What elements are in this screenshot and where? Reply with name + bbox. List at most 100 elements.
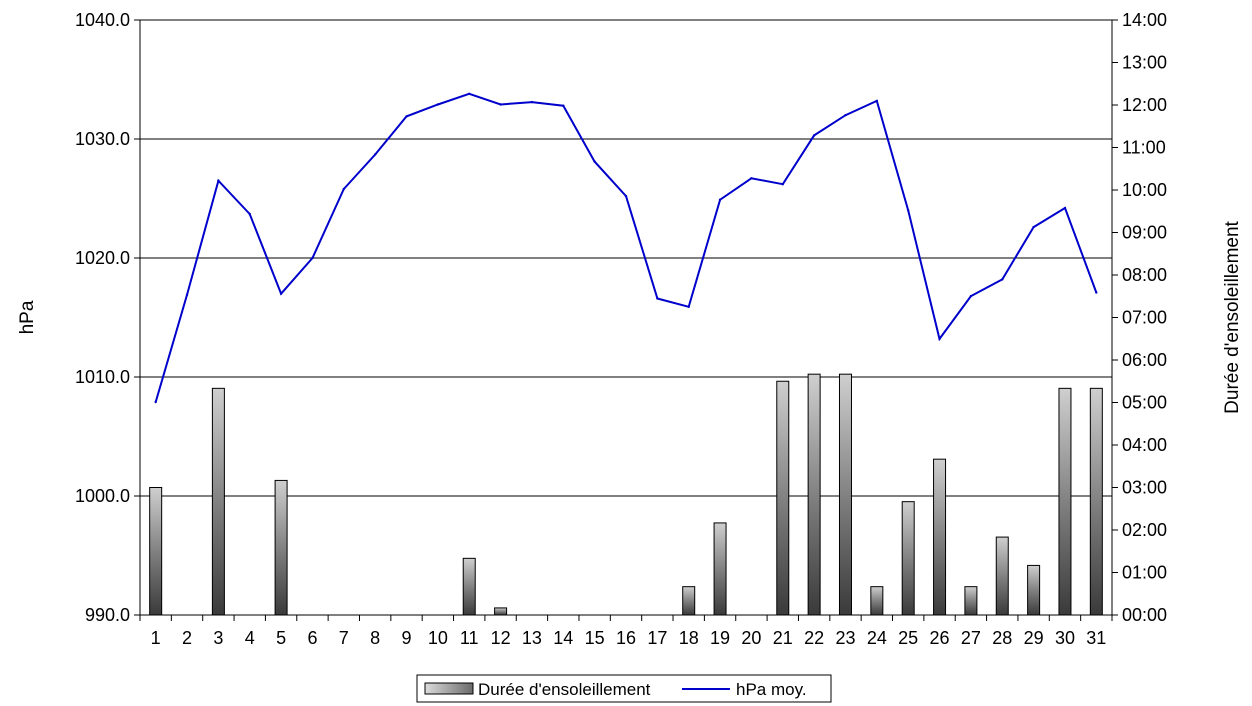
pressure-point-day-26	[938, 337, 941, 341]
bar-day-27	[964, 586, 978, 616]
pressure-point-day-31	[1095, 291, 1098, 294]
x-tick-label: 21	[773, 628, 793, 648]
x-tick-label: 1	[151, 628, 161, 648]
right-axis-title: Durée d'ensoleillement	[1222, 220, 1243, 413]
x-tick-label: 3	[213, 628, 223, 648]
x-tick-label: 5	[276, 628, 286, 648]
bar-day-25	[901, 501, 915, 616]
pressure-point-day-29	[1032, 225, 1035, 229]
bar-day-24	[870, 586, 884, 616]
line-layer	[154, 92, 1098, 404]
bar-day-3	[211, 387, 225, 616]
pressure-point-day-17	[656, 297, 659, 300]
x-tick-label: 30	[1055, 628, 1075, 648]
bar-day-12	[494, 607, 508, 616]
x-tick-label: 9	[402, 628, 412, 648]
bar-layer	[149, 373, 1103, 616]
x-tick-label: 15	[585, 628, 605, 648]
bar-day-26	[933, 458, 947, 616]
left-tick-label: 990.0	[85, 605, 130, 625]
pressure-point-day-18	[687, 305, 690, 308]
x-tick-label: 19	[710, 628, 730, 648]
pressure-point-day-7	[342, 187, 346, 191]
x-tick-label: 2	[182, 628, 192, 648]
pressure-point-day-21	[781, 183, 784, 186]
pressure-point-day-8	[373, 153, 377, 156]
bar-day-28	[995, 536, 1009, 616]
x-tick-label: 17	[647, 628, 667, 648]
pressure-point-day-23	[844, 114, 847, 117]
bar-day-21	[776, 380, 790, 616]
bar-day-11	[462, 557, 476, 616]
x-tick-label: 10	[428, 628, 448, 648]
right-tick-label: 00:00	[1122, 605, 1167, 625]
x-tick-label: 24	[867, 628, 887, 648]
legend-box	[416, 674, 832, 703]
pressure-point-day-27	[969, 294, 973, 298]
x-tick-label: 14	[553, 628, 573, 648]
legend-label-sunshine: Durée d'ensoleillement	[478, 680, 651, 699]
bar-day-29	[1027, 564, 1041, 616]
bar-day-31	[1089, 387, 1103, 616]
bar-day-30	[1058, 387, 1072, 616]
bar-day-18	[682, 586, 696, 616]
right-tick-label: 01:00	[1122, 563, 1167, 583]
left-tick-label: 1030.0	[75, 129, 130, 149]
pressure-point-day-12	[499, 103, 502, 106]
x-tick-label: 22	[804, 628, 824, 648]
right-tick-label: 07:00	[1122, 308, 1167, 328]
pressure-point-day-2	[185, 293, 189, 297]
pressure-point-day-9	[405, 115, 408, 118]
bar-day-19	[713, 522, 727, 616]
pressure-point-day-20	[750, 177, 753, 180]
pressure-point-day-5	[279, 292, 283, 295]
pressure-point-day-14	[562, 104, 565, 107]
x-tick-label: 4	[245, 628, 255, 648]
bar-day-1	[149, 487, 163, 616]
x-tick-label: 7	[339, 628, 349, 648]
right-tick-label: 05:00	[1122, 393, 1167, 413]
right-tick-label: 11:00	[1122, 138, 1166, 158]
x-tick-label: 8	[370, 628, 380, 648]
pressure-point-day-22	[812, 134, 816, 137]
pressure-point-day-11	[468, 92, 471, 95]
legend-label-pressure: hPa moy.	[736, 680, 807, 699]
bar-day-23	[838, 373, 852, 616]
left-tick-label: 1020.0	[75, 248, 130, 268]
x-tick-label: 18	[679, 628, 699, 648]
x-tick-label: 11	[460, 628, 479, 648]
axis-layer	[134, 19, 1118, 621]
pressure-point-day-10	[436, 103, 440, 106]
right-tick-label: 06:00	[1122, 350, 1167, 370]
x-tick-label: 29	[1024, 628, 1044, 648]
right-tick-label: 03:00	[1122, 478, 1167, 498]
pressure-point-day-4	[248, 212, 251, 216]
pressure-point-day-24	[875, 99, 879, 103]
x-tick-label: 27	[961, 628, 981, 648]
x-tick-label: 23	[835, 628, 855, 648]
x-tick-label: 13	[522, 628, 542, 648]
label-layer: 990.0 1000.0 1010.0 1020.0 1030.0 1040.0 00:00…	[17, 10, 1243, 648]
pressure-point-day-25	[906, 209, 910, 212]
pressure-point-day-28	[1001, 278, 1004, 281]
left-axis-title: hPa	[17, 300, 38, 334]
pressure-point-day-3	[217, 179, 220, 182]
bar-day-5	[274, 479, 288, 616]
x-tick-label: 16	[616, 628, 636, 648]
pressure-point-day-16	[624, 194, 628, 198]
right-tick-label: 14:00	[1122, 10, 1167, 30]
left-tick-label: 1040.0	[75, 10, 130, 30]
legend: Durée d'ensoleillement hPa moy.	[416, 674, 832, 703]
bar-day-22	[807, 373, 821, 616]
legend-swatch-sunshine	[424, 682, 474, 695]
x-tick-label: 20	[741, 628, 761, 648]
x-tick-label: 12	[491, 628, 511, 648]
right-tick-label: 04:00	[1122, 435, 1167, 455]
x-tick-label: 31	[1086, 628, 1106, 648]
right-tick-label: 12:00	[1122, 95, 1167, 115]
x-tick-label: 28	[992, 628, 1012, 648]
left-tick-label: 1000.0	[75, 486, 130, 506]
pressure-point-day-1	[154, 400, 157, 404]
